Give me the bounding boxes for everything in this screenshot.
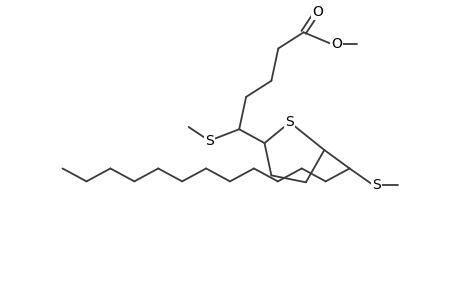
Text: S: S (204, 134, 213, 148)
Text: S: S (372, 178, 381, 192)
Text: O: O (311, 4, 322, 19)
Text: O: O (330, 37, 341, 51)
Text: S: S (285, 115, 294, 129)
